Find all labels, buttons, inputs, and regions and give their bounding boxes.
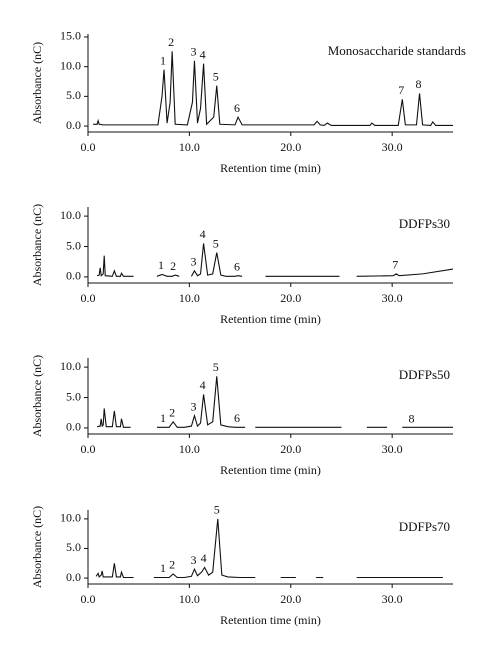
x-tick-label: 0.0 — [81, 291, 96, 305]
x-tick-label: 0.0 — [81, 592, 96, 606]
peak-label: 2 — [168, 35, 174, 49]
peak-label: 2 — [169, 406, 175, 420]
peak-label: 2 — [169, 558, 175, 572]
y-axis-label: Absorbance (nC) — [30, 355, 44, 437]
panel-title: DDFPs70 — [399, 519, 450, 534]
peak-label: 5 — [214, 503, 220, 517]
y-tick-label: 0.0 — [66, 570, 81, 584]
y-tick-label: 0.0 — [66, 269, 81, 283]
peak-label: 6 — [234, 259, 240, 273]
peak-label: 5 — [213, 69, 219, 83]
y-tick-label: 0.0 — [66, 118, 81, 132]
x-tick-label: 20.0 — [280, 140, 301, 154]
x-axis-label: Retention time (min) — [220, 463, 321, 477]
peak-label: 4 — [200, 47, 206, 61]
y-axis-label: Absorbance (nC) — [30, 506, 44, 588]
peak-label: 5 — [213, 360, 219, 374]
x-axis-label: Retention time (min) — [220, 312, 321, 326]
peak-label: 6 — [234, 411, 240, 425]
peak-label: 8 — [408, 412, 414, 426]
x-tick-label: 10.0 — [179, 140, 200, 154]
x-tick-label: 30.0 — [382, 442, 403, 456]
y-tick-label: 10.0 — [60, 58, 81, 72]
y-axis-label: Absorbance (nC) — [30, 204, 44, 286]
y-tick-label: 0.0 — [66, 420, 81, 434]
peak-label: 1 — [160, 411, 166, 425]
peak-label: 3 — [190, 255, 196, 269]
peak-label: 3 — [190, 553, 196, 567]
trace — [93, 51, 453, 127]
peak-label: 4 — [201, 551, 207, 565]
y-tick-label: 5.0 — [66, 238, 81, 252]
x-axis-label: Retention time (min) — [220, 161, 321, 175]
peak-label: 2 — [170, 259, 176, 273]
x-tick-label: 10.0 — [179, 442, 200, 456]
x-tick-label: 20.0 — [280, 592, 301, 606]
peak-label: 7 — [398, 83, 404, 97]
y-tick-label: 10.0 — [60, 208, 81, 222]
peak-label: 6 — [234, 101, 240, 115]
y-tick-label: 15.0 — [60, 29, 81, 43]
peak-label: 3 — [190, 44, 196, 58]
y-tick-label: 5.0 — [66, 88, 81, 102]
trace — [97, 376, 453, 428]
peak-label: 4 — [200, 227, 206, 241]
x-tick-label: 0.0 — [81, 140, 96, 154]
panel-title: DDFPs50 — [399, 367, 450, 382]
x-tick-label: 30.0 — [382, 291, 403, 305]
panel-title: Monosaccharide standards — [328, 43, 466, 58]
y-tick-label: 5.0 — [66, 389, 81, 403]
y-tick-label: 10.0 — [60, 511, 81, 525]
y-tick-label: 5.0 — [66, 540, 81, 554]
peak-label: 4 — [200, 378, 206, 392]
x-tick-label: 30.0 — [382, 140, 403, 154]
peak-label: 1 — [158, 258, 164, 272]
trace — [96, 243, 454, 277]
x-axis-label: Retention time (min) — [220, 613, 321, 627]
peak-label: 5 — [213, 236, 219, 250]
x-tick-label: 20.0 — [280, 442, 301, 456]
trace — [95, 518, 443, 579]
x-tick-label: 30.0 — [382, 592, 403, 606]
x-tick-label: 10.0 — [179, 291, 200, 305]
peak-label: 1 — [160, 561, 166, 575]
peak-label: 7 — [392, 258, 398, 272]
x-tick-label: 10.0 — [179, 592, 200, 606]
panel-title: DDFPs30 — [399, 216, 450, 231]
peak-label: 3 — [190, 400, 196, 414]
x-tick-label: 0.0 — [81, 442, 96, 456]
x-tick-label: 20.0 — [280, 291, 301, 305]
y-axis-label: Absorbance (nC) — [30, 42, 44, 124]
peak-label: 1 — [160, 53, 166, 67]
peak-label: 8 — [416, 77, 422, 91]
y-tick-label: 10.0 — [60, 359, 81, 373]
